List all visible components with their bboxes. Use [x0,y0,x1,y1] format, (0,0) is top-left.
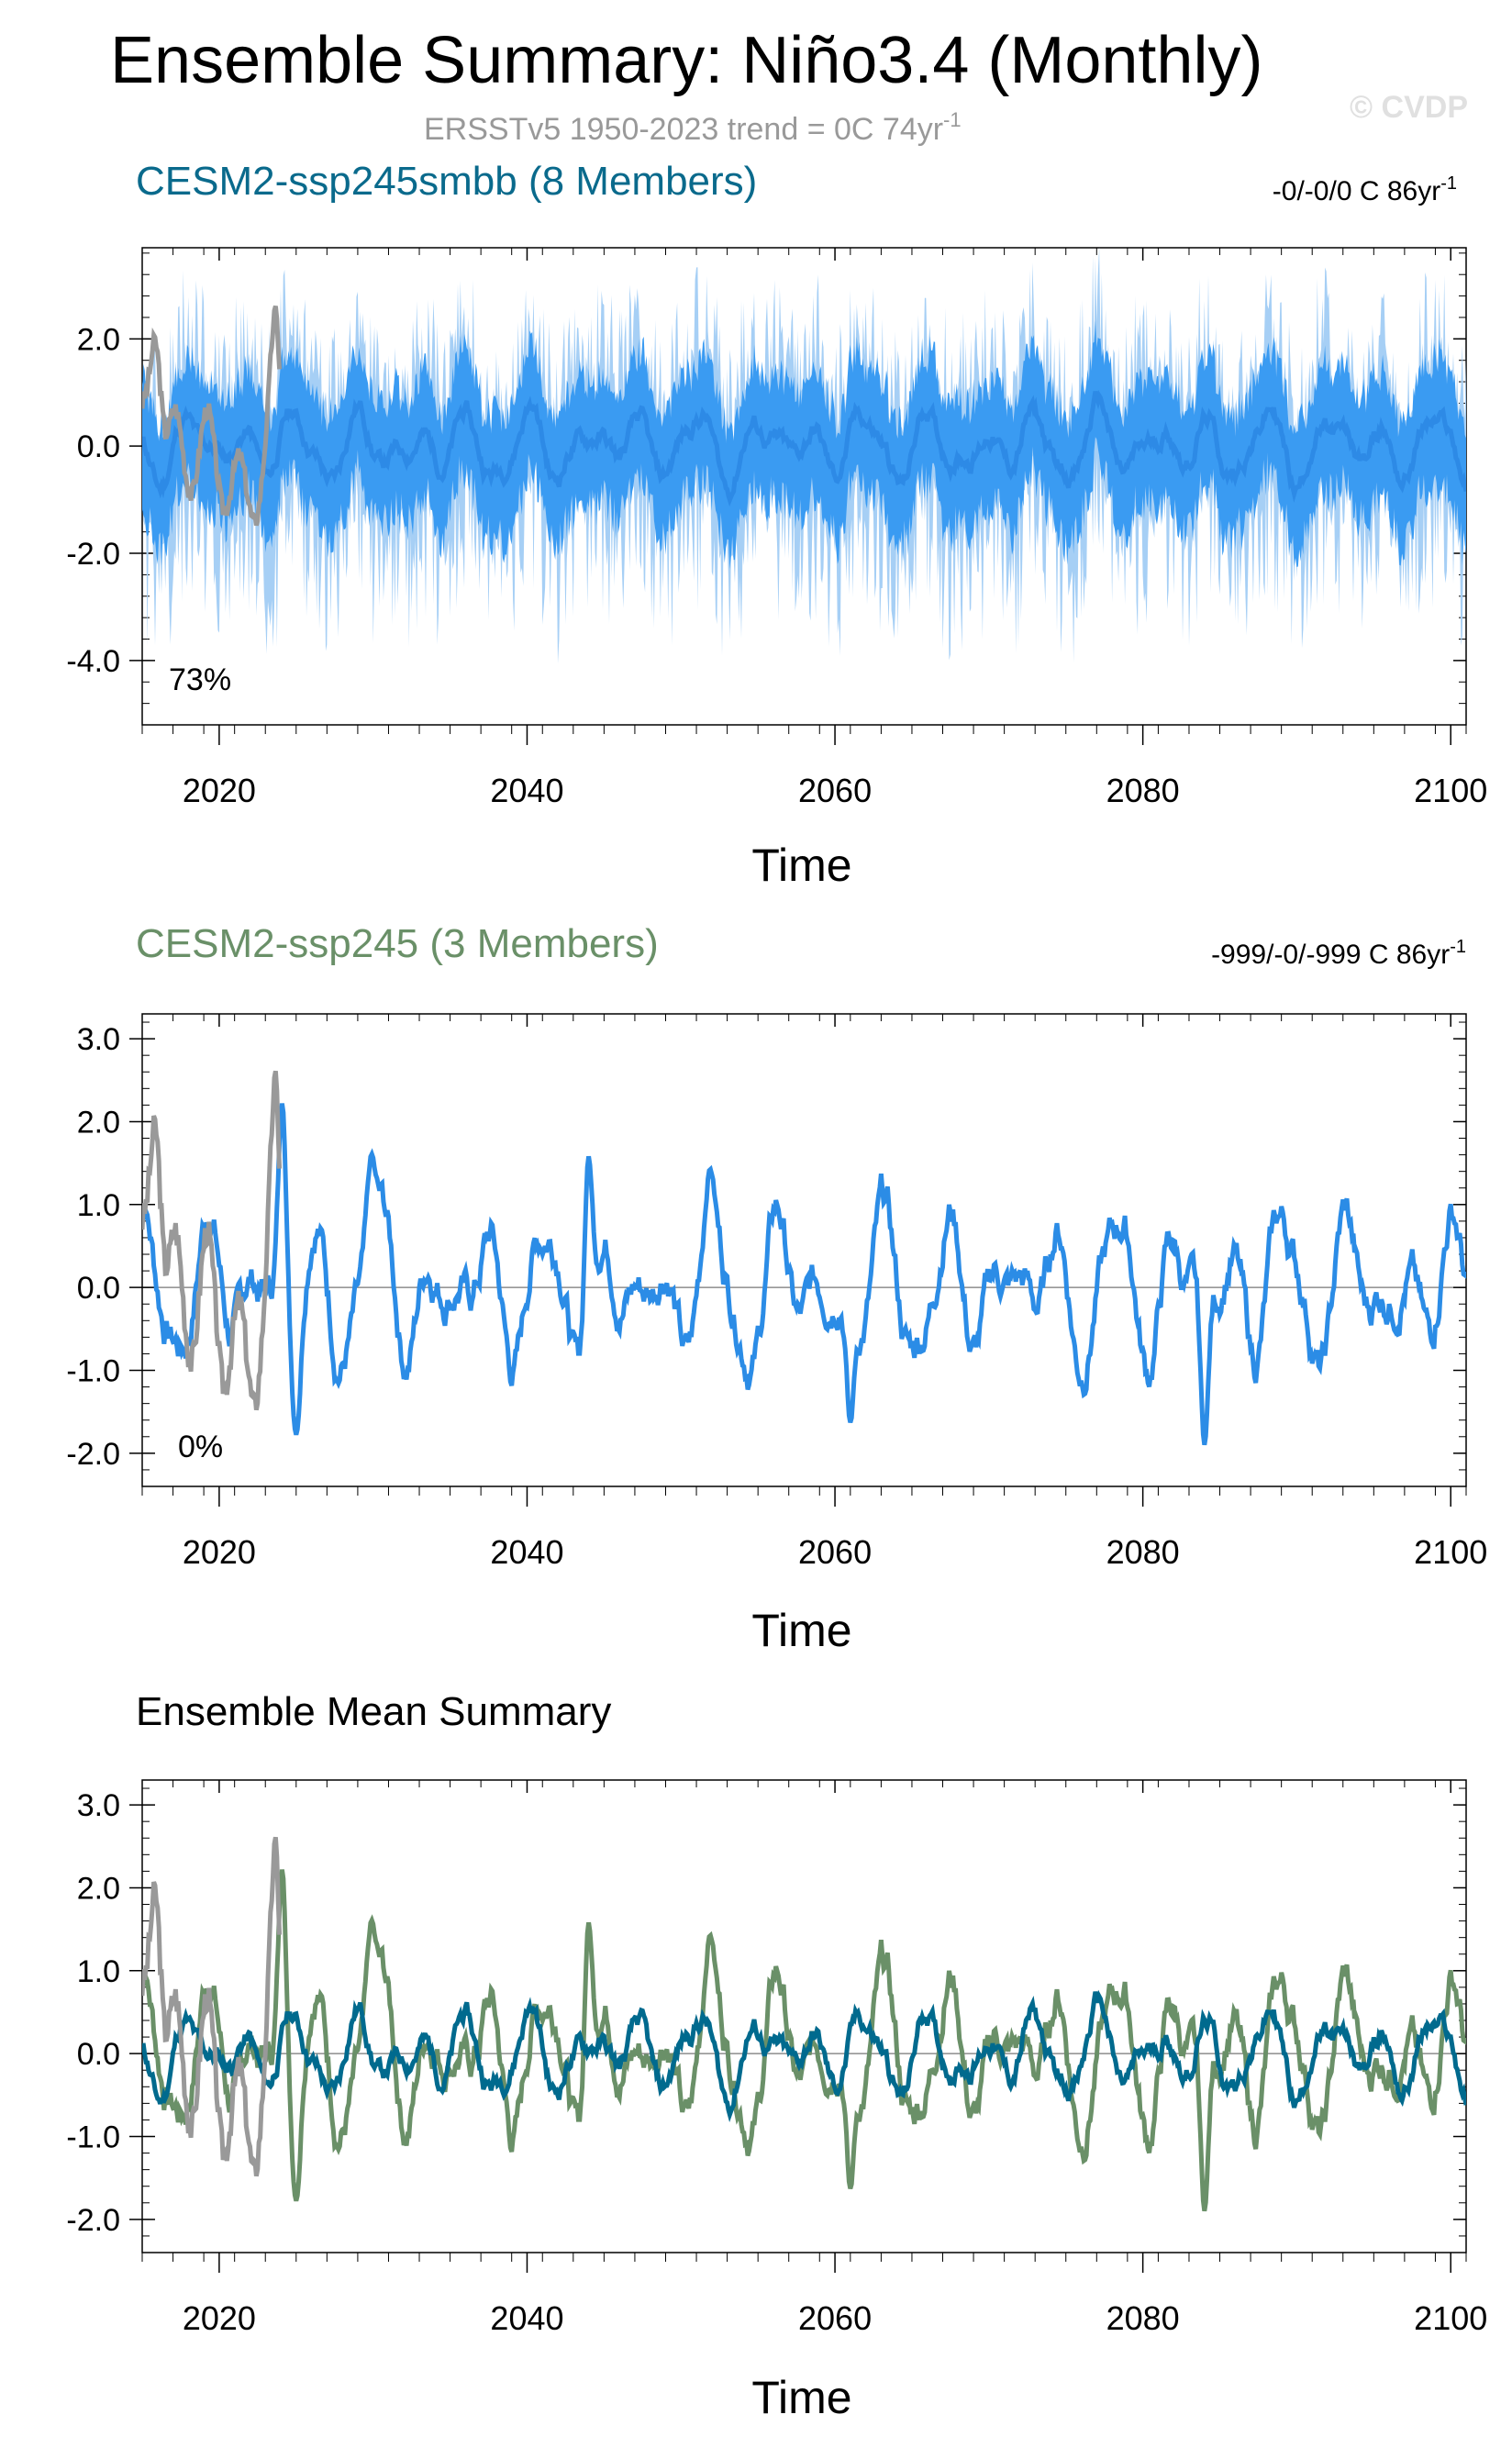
figure-subtitle: ERSSTv5 1950-2023 trend = 0C 74yr-1 [424,108,962,147]
trend-text: -999/-0/-999 C 86yr [1211,940,1450,970]
y-tick-label: 3.0 [77,1788,120,1823]
panel-cesm2-ssp245smbb: CESM2-ssp245smbb (8 Members) -0/-0/0 C 8… [66,159,1487,891]
y-tick-label: -1.0 [66,2120,120,2155]
x-tick-label: 2080 [1106,1533,1180,1571]
y-tick-label: -2.0 [66,537,120,572]
trend-text: -0/-0/0 C 86yr [1273,176,1440,206]
ensemble-mean-line [142,389,1466,507]
y-tick-label: 0.0 [77,429,120,464]
panel-title: CESM2-ssp245 (3 Members) [136,921,659,966]
trend-label: -0/-0/0 C 86yr-1 [1273,173,1457,206]
y-tick-label: -4.0 [66,644,120,679]
x-tick-label: 2040 [490,772,563,809]
plot-area: -2.0 -1.0 0.0 1.0 2.0 3.0 2020 2040 2060 2080 2100 [66,1013,1487,1571]
plot-frame [141,1013,1467,1487]
panel-ensemble-mean-summary: Ensemble Mean Summary -2.0 -1.0 0.0 1.0 2.0 3… [66,1689,1487,2423]
y-tick-label: -1.0 [66,1354,120,1389]
x-axis-label: Time [751,2372,851,2423]
y-tick-label: 2.0 [77,322,120,357]
trend-label: -999/-0/-999 C 86yr-1 [1211,937,1466,970]
y-tick-label: 1.0 [77,1188,120,1223]
y-tick-label: 0.0 [77,2037,120,2072]
x-tick-label: 2100 [1414,2299,1487,2337]
observations-line [142,1836,283,2177]
x-tick-label: 2060 [798,772,872,809]
y-tick-label: 1.0 [77,1954,120,1989]
figure-title: Ensemble Summary: Niño3.4 (Monthly) [110,24,1262,97]
x-tick-label: 2020 [183,2299,256,2337]
plot-area: -2.0 -1.0 0.0 1.0 2.0 3.0 2020 2040 2060 2080 2100 [66,1779,1487,2337]
plot-area: -4.0 -2.0 0.0 2.0 2020 2040 2060 2080 2100 [66,247,1487,809]
x-tick-label: 2040 [490,1533,563,1571]
x-tick-label: 2080 [1106,2299,1180,2337]
trend-sup: -1 [1450,937,1466,957]
y-tick-label: 3.0 [77,1022,120,1057]
panel-cesm2-ssp245: CESM2-ssp245 (3 Members) -999/-0/-999 C … [66,921,1487,1656]
x-tick-label: 2080 [1106,772,1180,809]
panel-title: Ensemble Mean Summary [136,1689,611,1734]
x-axis-label: Time [751,840,851,891]
x-tick-label: 2040 [490,2299,563,2337]
watermark: © CVDP [1350,90,1468,125]
percent-label: 73% [169,662,231,697]
percent-label: 0% [178,1430,223,1464]
x-tick-label: 2060 [798,2299,872,2337]
x-tick-label: 2100 [1414,772,1487,809]
x-tick-label: 2020 [183,772,256,809]
observations-line [142,305,283,527]
x-tick-label: 2060 [798,1533,872,1571]
y-tick-label: -2.0 [66,1437,120,1472]
plot-frame [141,1779,1467,2253]
x-tick-label: 2020 [183,1533,256,1571]
y-tick-label: -2.0 [66,2203,120,2238]
x-tick-label: 2100 [1414,1533,1487,1571]
cesm2-ssp245smbb-mean-line [142,1989,1466,2123]
y-tick-label: 2.0 [77,1871,120,1906]
x-axis-label: Time [751,1605,851,1656]
trend-sup: -1 [1440,173,1457,194]
observations-line [142,1070,283,1411]
ensemble-mean-line [142,1103,1466,1446]
panel-title: CESM2-ssp245smbb (8 Members) [136,159,757,204]
subtitle-text: ERSSTv5 1950-2023 trend = 0C 74yr [424,112,943,147]
cesm2-ssp245-mean-line [142,1869,1466,2212]
y-tick-label: 2.0 [77,1105,120,1140]
subtitle-sup: -1 [943,108,962,131]
y-tick-label: 0.0 [77,1271,120,1306]
